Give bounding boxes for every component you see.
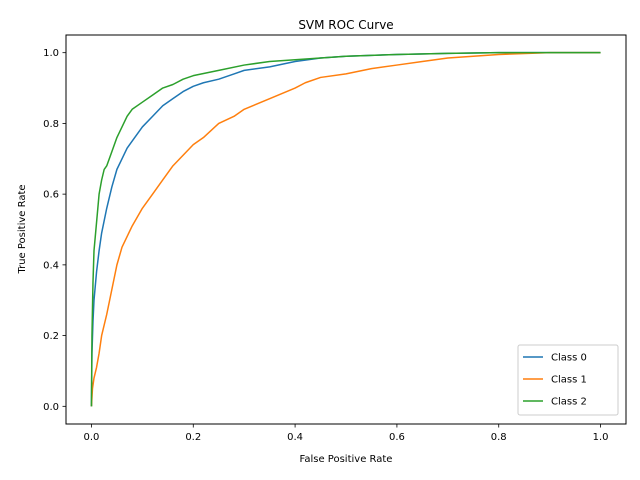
plot-frame	[65, 34, 627, 425]
legend-box	[517, 344, 619, 416]
x-tick-label: 1.0	[593, 432, 609, 443]
series-layer	[90, 51, 601, 407]
y-tick-label: 0.4	[43, 260, 59, 271]
legend: Class 0 Class 1 Class 2	[517, 344, 619, 416]
x-axis-ticks: 0.0 0.2 0.4 0.6 0.8 1.0	[84, 424, 609, 443]
series-line-class-1	[90, 51, 601, 407]
y-tick-label: 0.2	[43, 331, 59, 342]
x-tick-label: 0.6	[389, 432, 405, 443]
y-tick-label: 0.6	[43, 190, 59, 201]
y-axis-ticks: 0.0 0.2 0.4 0.6 0.8 1.0	[43, 48, 66, 413]
x-tick-label: 0.0	[84, 432, 100, 443]
x-tick-label: 0.8	[491, 432, 507, 443]
x-axis-label: False Positive Rate	[300, 454, 393, 465]
x-tick-label: 0.2	[185, 432, 201, 443]
y-tick-label: 1.0	[43, 48, 59, 59]
y-axis-label: True Positive Rate	[17, 184, 28, 274]
x-tick-label: 0.4	[287, 432, 303, 443]
y-tick-label: 0.8	[43, 119, 59, 130]
legend-label: Class 2	[551, 397, 587, 408]
chart-title: SVM ROC Curve	[298, 18, 393, 32]
y-tick-label: 0.0	[43, 402, 59, 413]
legend-label: Class 1	[551, 375, 587, 386]
legend-label: Class 0	[551, 353, 587, 364]
series-line-class-2	[90, 51, 601, 407]
